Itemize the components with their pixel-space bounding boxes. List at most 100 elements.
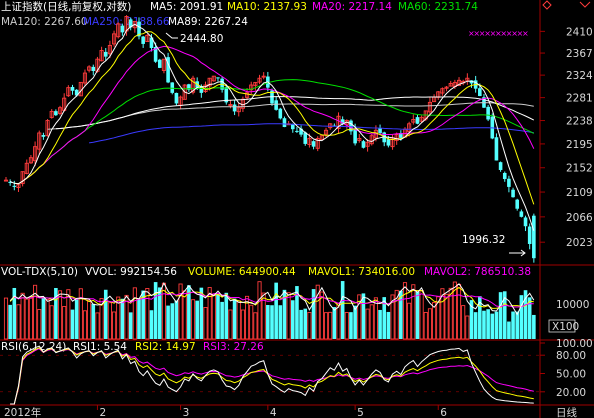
vol-axis-tick: 10000 (556, 299, 589, 311)
candle-body (465, 77, 470, 81)
candle-body (274, 100, 278, 110)
volume-bar (332, 307, 337, 339)
volume-bar (124, 294, 129, 340)
candle-body (340, 119, 345, 124)
ma60-line (30, 79, 535, 176)
ma89-label: MA89: 2267.24 (168, 16, 248, 28)
volume-bar (299, 309, 303, 339)
info-marker: × (506, 29, 513, 38)
ma10-label: MA10: 2137.93 (227, 1, 307, 13)
month-label: 6 (440, 407, 447, 418)
candle-body (141, 36, 145, 44)
candle-body (33, 146, 38, 162)
mavol1-label: MAVOL1: 734016.00 (308, 266, 415, 278)
candle-body (336, 115, 341, 129)
volume-bar (62, 306, 67, 340)
volume-bar (232, 298, 237, 339)
ma120-label: MA120: 2267.60 (1, 16, 88, 28)
candle-body (45, 120, 50, 137)
volume-bar (373, 297, 378, 340)
volume-bar (515, 311, 520, 339)
volume-bar (469, 300, 474, 339)
low-annotation: 1996.32 (462, 234, 526, 257)
candle-body (369, 135, 374, 145)
price-tick-label: 2410 (566, 26, 593, 38)
candle-body (170, 82, 175, 93)
mavol2-line (14, 291, 534, 308)
collapse-icon[interactable] (542, 0, 552, 10)
candle-body (440, 88, 445, 94)
info-marker-row[interactable]: ××××××××××× (468, 29, 529, 38)
volume-average-lines (9, 281, 535, 316)
volume-bar (74, 298, 79, 339)
volume-bar (444, 293, 449, 340)
volume-bar (28, 297, 33, 340)
volume-bar (216, 294, 220, 339)
volume-bar (427, 308, 432, 340)
volume-bar (323, 312, 329, 340)
volume-bar (132, 287, 137, 340)
price-tick-label: 2152 (566, 163, 593, 175)
rsi-tick-label: 50.00 (556, 369, 586, 381)
candle-body (57, 107, 63, 114)
candle-body (448, 83, 453, 87)
price-tick-label: 2066 (566, 212, 593, 224)
candle-body (157, 59, 162, 68)
price-tick-label: 2195 (566, 139, 593, 151)
volume-bar (490, 313, 495, 339)
volume-bar (486, 309, 490, 339)
candle-body (315, 137, 320, 149)
candle-body (145, 34, 150, 42)
candle-body (107, 44, 112, 55)
ma60-label: MA60: 2231.74 (398, 1, 478, 13)
price-axis: 2410 2367 2324 2281 2238 2195 2152 2109 2066 2023 (540, 26, 593, 249)
price-tick-label: 2281 (566, 93, 593, 105)
ma250-line (89, 123, 534, 144)
volume-bar (336, 303, 341, 340)
volume-bar (415, 291, 420, 339)
candle-body (399, 133, 403, 138)
price-tick-label: 2324 (566, 70, 593, 82)
candle-body (112, 33, 117, 45)
candle-body (91, 66, 96, 71)
candle-body (216, 77, 220, 79)
month-label: 4 (270, 407, 277, 418)
volume-bar (182, 290, 187, 340)
volume-bar (220, 301, 224, 339)
volume-bar (24, 298, 29, 340)
candle-body (99, 50, 104, 62)
candle-body (415, 117, 420, 124)
candle-body (207, 77, 212, 87)
period-label[interactable]: 日线 (556, 406, 577, 418)
volume-bar (3, 297, 9, 340)
volume-bar (145, 288, 150, 340)
expand-icon[interactable] (579, 1, 591, 8)
candle-body (527, 226, 532, 244)
candle-body (120, 25, 125, 33)
volume-bar (357, 294, 362, 340)
volume-bar (295, 286, 299, 339)
candle-body (28, 157, 33, 164)
volume-bar (207, 287, 212, 340)
moving-average-lines (9, 23, 535, 231)
volume-bar (532, 314, 536, 339)
volume-bar (37, 309, 42, 340)
candle-body (174, 92, 179, 104)
volume-bar (141, 290, 145, 339)
volume-bar (290, 300, 295, 339)
candle-body (361, 141, 366, 148)
month-label: 5 (357, 407, 364, 418)
volume-bar (349, 312, 353, 339)
candle-body (128, 19, 133, 28)
volume-bar (390, 294, 395, 340)
volume-bar (149, 310, 154, 339)
volume-bar (45, 299, 50, 340)
info-marker: × (468, 29, 475, 38)
info-marker: × (484, 29, 491, 38)
candle-body (253, 81, 258, 86)
volume-bar (187, 285, 191, 339)
volume-bar (282, 289, 287, 339)
